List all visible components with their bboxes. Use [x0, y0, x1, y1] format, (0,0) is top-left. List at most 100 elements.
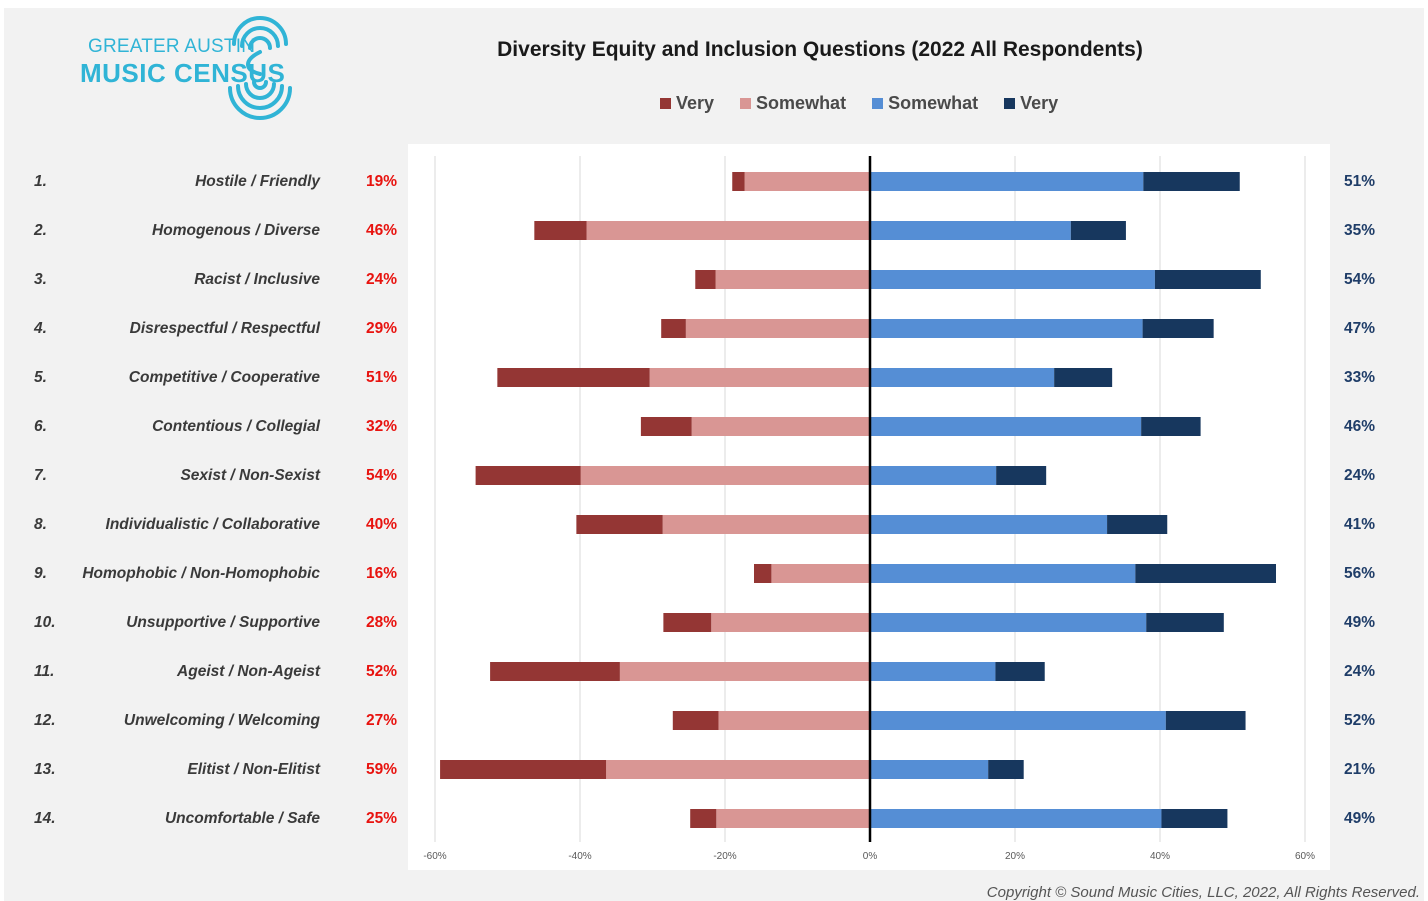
row-label: Homophobic / Non-Homophobic: [82, 564, 320, 582]
x-tick-label: 0%: [863, 851, 878, 862]
bar-very-negative: [475, 466, 581, 485]
legend-label: Somewhat: [888, 92, 979, 113]
positive-total-label: 24%: [1344, 466, 1376, 484]
row-label: Ageist / Non-Ageist: [177, 662, 320, 680]
positive-total-label: 35%: [1344, 221, 1376, 239]
row-label: Hostile / Friendly: [195, 172, 320, 190]
positive-total-label: 56%: [1344, 564, 1376, 582]
legend-item-very-negative: Very: [660, 93, 714, 114]
negative-total-label: 40%: [366, 515, 398, 533]
bar-somewhat-positive: [870, 368, 1055, 387]
bar-somewhat-positive: [870, 270, 1155, 289]
positive-total-label: 21%: [1344, 760, 1376, 778]
legend-swatch-very-negative: [660, 97, 671, 109]
bar-very-positive: [1161, 809, 1228, 828]
positive-total-label: 49%: [1344, 613, 1376, 631]
positive-total-label: 33%: [1344, 368, 1376, 386]
legend-item-somewhat-positive: Somewhat: [872, 93, 978, 114]
bar-somewhat-positive: [870, 515, 1108, 534]
bar-somewhat-positive: [870, 564, 1136, 583]
bar-very-negative: [690, 809, 717, 828]
bar-somewhat-negative: [619, 662, 870, 681]
row-number: 6.: [34, 417, 47, 435]
negative-total-label: 24%: [366, 270, 398, 288]
negative-total-label: 16%: [366, 564, 398, 582]
bar-very-positive: [1142, 319, 1214, 338]
bar-somewhat-negative: [580, 466, 870, 485]
row-label: Competitive / Cooperative: [128, 368, 320, 386]
bar-somewhat-positive: [870, 466, 997, 485]
row-label: Disrespectful / Respectful: [129, 319, 320, 337]
bar-very-negative: [497, 368, 650, 387]
bar-very-positive: [995, 662, 1045, 681]
bar-very-negative: [754, 564, 772, 583]
negative-total-label: 28%: [366, 613, 398, 631]
bar-very-positive: [1135, 564, 1276, 583]
bar-very-negative: [661, 319, 686, 338]
positive-total-label: 24%: [1344, 662, 1376, 680]
bar-somewhat-positive: [870, 662, 996, 681]
negative-total-label: 19%: [366, 172, 398, 190]
legend-item-very-positive: Very: [1004, 93, 1058, 114]
logo-line-2: MUSIC CENSUS: [80, 58, 286, 88]
x-tick-label: -60%: [423, 851, 446, 862]
legend-swatch-very-positive: [1004, 97, 1016, 109]
x-tick-label: -20%: [713, 851, 736, 862]
row-number: 13.: [34, 760, 56, 778]
bar-very-positive: [1143, 172, 1240, 191]
x-tick-label: -40%: [568, 851, 591, 862]
legend-swatch-somewhat-positive: [872, 97, 884, 109]
bar-very-negative: [576, 515, 663, 534]
row-label: Homogenous / Diverse: [152, 221, 320, 239]
row-number: 5.: [34, 368, 47, 386]
row-label: Sexist / Non-Sexist: [180, 466, 320, 484]
positive-total-label: 46%: [1344, 417, 1376, 435]
negative-total-label: 25%: [366, 809, 398, 827]
row-label: Unsupportive / Supportive: [126, 613, 320, 631]
row-label: Elitist / Non-Elitist: [187, 760, 320, 778]
chart-legend: Very Somewhat Somewhat Very: [660, 91, 1058, 115]
x-tick-label: 60%: [1295, 851, 1315, 862]
x-tick-label: 20%: [1005, 851, 1025, 862]
row-number: 2.: [34, 221, 47, 239]
row-number: 10.: [34, 613, 56, 631]
row-number: 14.: [34, 809, 56, 827]
bar-somewhat-negative: [586, 221, 870, 240]
bar-very-negative: [672, 711, 719, 730]
bar-very-negative: [440, 760, 607, 779]
bar-very-positive: [988, 760, 1024, 779]
row-number: 8.: [34, 515, 47, 533]
bar-very-negative: [534, 221, 587, 240]
bar-somewhat-negative: [606, 760, 870, 779]
bar-very-positive: [1165, 711, 1246, 730]
negative-total-label: 52%: [366, 662, 398, 680]
bar-somewhat-negative: [649, 368, 870, 387]
bar-somewhat-negative: [711, 613, 870, 632]
negative-total-label: 51%: [366, 368, 398, 386]
bar-very-positive: [1146, 613, 1224, 632]
copyright-notice: Copyright © Sound Music Cities, LLC, 202…: [986, 884, 1420, 901]
bar-somewhat-negative: [771, 564, 870, 583]
row-number: 4.: [34, 319, 47, 337]
legend-label: Very: [676, 92, 715, 113]
bar-very-negative: [490, 662, 620, 681]
bar-very-positive: [1107, 515, 1168, 534]
bar-very-negative: [732, 172, 745, 191]
bar-somewhat-negative: [744, 172, 870, 191]
x-tick-label: 40%: [1150, 851, 1170, 862]
bar-very-negative: [663, 613, 712, 632]
positive-total-label: 54%: [1344, 270, 1376, 288]
row-label: Contentious / Collegial: [152, 417, 320, 435]
radio-waves-icon: [228, 16, 292, 120]
negative-total-label: 54%: [366, 466, 398, 484]
positive-total-label: 41%: [1344, 515, 1376, 533]
negative-total-label: 59%: [366, 760, 398, 778]
row-label: Racist / Inclusive: [194, 270, 320, 288]
bar-very-positive: [1054, 368, 1113, 387]
row-number: 7.: [34, 466, 47, 484]
negative-total-label: 29%: [366, 319, 398, 337]
negative-total-label: 27%: [366, 711, 398, 729]
bar-very-positive: [1141, 417, 1201, 436]
positive-total-label: 52%: [1344, 711, 1376, 729]
bar-very-positive: [1070, 221, 1126, 240]
